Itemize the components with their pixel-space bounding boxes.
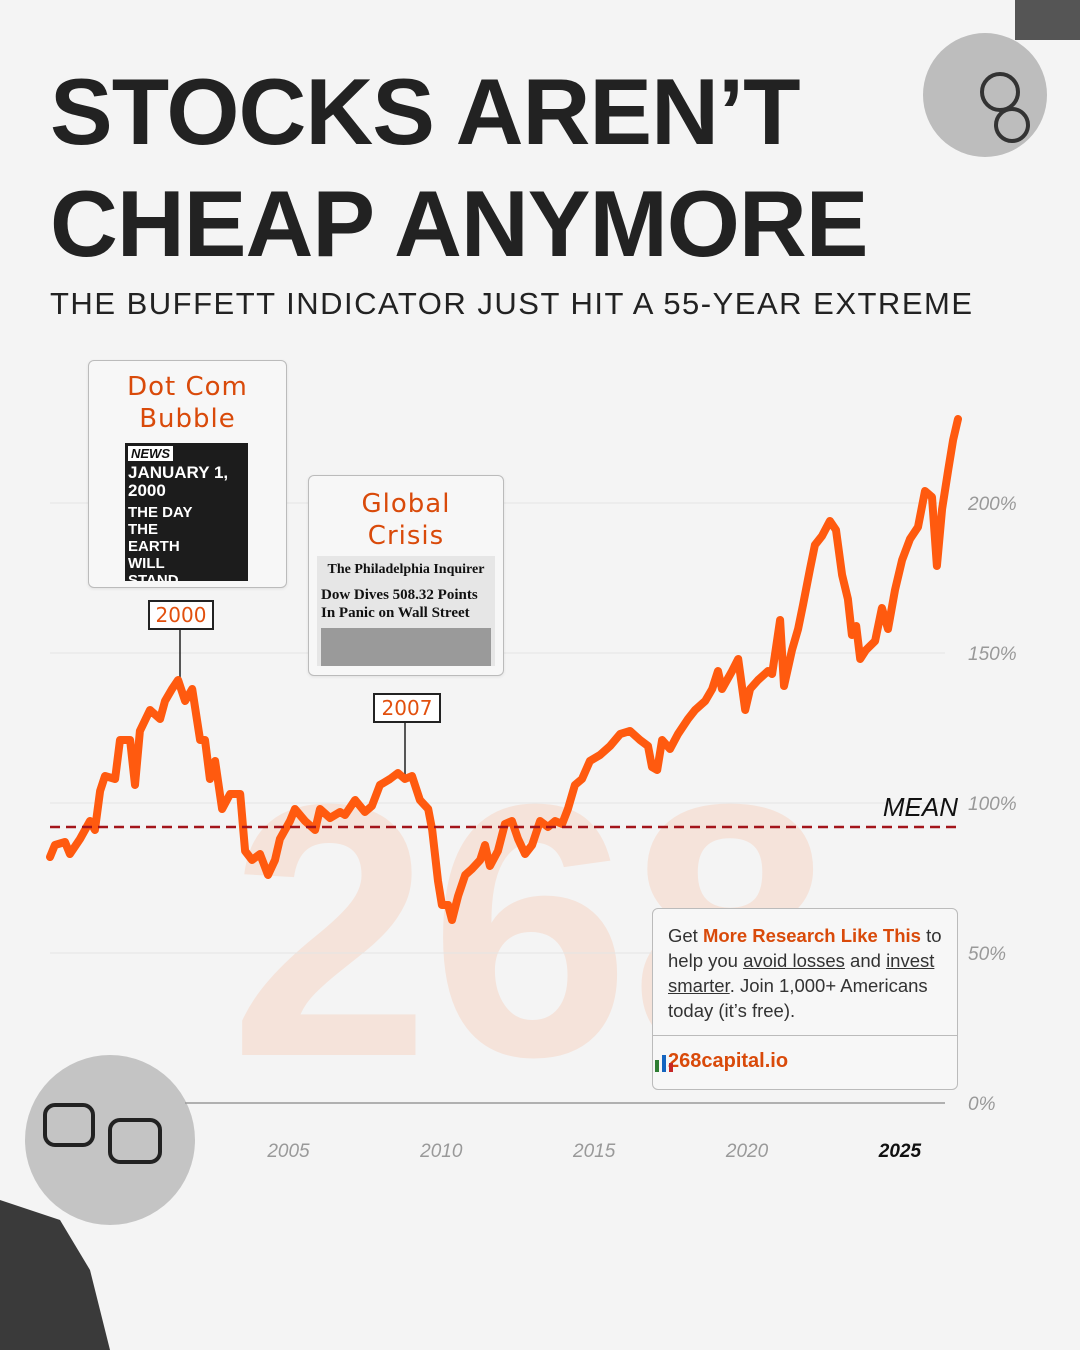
title-line: CHEAP ANYMORE — [50, 171, 868, 276]
annotation-title: Global Crisis — [361, 489, 451, 551]
paper-line: JANUARY 1, 2000 — [128, 463, 229, 500]
annotation-label: 2007 — [373, 693, 441, 723]
paper-photo — [321, 628, 491, 666]
y-tick-label: 200% — [967, 494, 1017, 515]
title-line: STOCKS AREN’T — [50, 59, 801, 164]
title: STOCKS AREN’T CHEAP ANYMORE — [50, 56, 868, 280]
x-tick-label: 2015 — [572, 1141, 616, 1162]
chart-icon — [655, 1055, 673, 1072]
callout-segment: to help you — [668, 925, 942, 971]
portrait-top — [923, 0, 1080, 157]
callout-segment: and — [844, 950, 887, 971]
newspaper: NEWS JANUARY 1, 2000 THE DAY THE EARTH W… — [125, 443, 248, 581]
annotation-box: Dot Com Bubble NEWS JANUARY 1, 2000 THE … — [88, 360, 287, 588]
callout-text: Get More Research Like This to help you … — [653, 909, 957, 1035]
paper-line: In Panic on Wall Street — [321, 605, 470, 621]
data-line — [46, 415, 962, 924]
newspaper: The Philadelphia Inquirer Dow Dives 508.… — [317, 556, 495, 666]
callout-segment: invest smarter — [668, 950, 935, 996]
y-tick-label: 0% — [968, 1094, 996, 1115]
callout-segment: Get — [668, 925, 703, 946]
callout: Get More Research Like This to help you … — [652, 908, 958, 1090]
y-tick-label: 100% — [968, 794, 1017, 815]
portrait-bottom — [0, 1055, 195, 1350]
callout-link[interactable]: 268capital.io — [668, 1050, 789, 1072]
paper-line: The Philadelphia Inquirer — [327, 562, 485, 577]
callout-segment: . Join 1,000+ Americans today (it’s free… — [668, 975, 928, 1021]
subtitle: THE BUFFETT INDICATOR JUST HIT A 55-YEAR… — [50, 286, 974, 321]
y-tick-label: 50% — [968, 944, 1006, 965]
mean-label: MEAN — [883, 792, 958, 822]
paper-line: Dow Dives 508.32 Points — [321, 587, 478, 603]
annotation-label: 2000 — [148, 600, 214, 630]
x-tick-label: 2020 — [725, 1141, 769, 1162]
x-tick-label: 2025 — [878, 1141, 922, 1162]
callout-segment: avoid losses — [743, 950, 845, 971]
paper-line: NEWS — [128, 446, 173, 461]
x-tick-label: 2005 — [266, 1141, 310, 1162]
y-tick-label: 150% — [968, 644, 1017, 665]
paper-line: THE DAY THE EARTH WILL STAND STILL! — [128, 504, 193, 581]
annotation-box: Global Crisis The Philadelphia Inquirer … — [308, 475, 504, 676]
callout-footer: 268capital.io — [653, 1035, 957, 1087]
callout-segment: More Research Like This — [702, 925, 921, 946]
annotation-title: Dot Com Bubble — [127, 372, 248, 434]
x-tick-label: 2010 — [419, 1141, 463, 1162]
